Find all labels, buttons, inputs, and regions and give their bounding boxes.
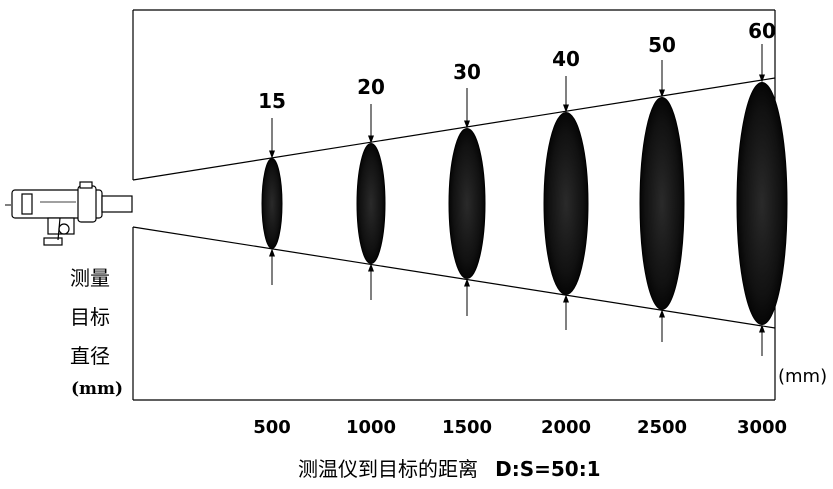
spot-1000: 20 1000	[346, 75, 396, 438]
bottom-arrow-head	[368, 263, 374, 272]
y-label-line-4: (mm)	[71, 379, 123, 399]
spot-500: 15 500	[253, 89, 291, 438]
top-arrow-head	[759, 74, 765, 83]
diameter-label: 60	[748, 19, 776, 43]
cone-frame	[132, 9, 776, 401]
diameter-label: 20	[357, 75, 385, 99]
target-diameter-label: 测量 目标 直径 (mm)	[70, 266, 123, 399]
distance-tick-label: 1500	[442, 417, 492, 438]
spot-2500: 50 2500	[637, 33, 687, 438]
caption: 测温仪到目标的距离 D:S=50:1	[298, 457, 601, 481]
diameter-label: 15	[258, 89, 286, 113]
spot-3000: 60 3000	[736, 19, 788, 438]
diameter-label: 40	[552, 47, 580, 71]
bottom-arrow-head	[659, 309, 665, 318]
distance-tick-label: 2000	[541, 417, 591, 438]
bottom-arrow-head	[464, 278, 470, 287]
thermometer-device-icon	[5, 181, 133, 246]
top-arrow-head	[563, 104, 569, 113]
spot-2000: 40 2000	[541, 47, 591, 438]
bottom-arrow-head	[759, 324, 765, 333]
diameter-label: 30	[453, 60, 481, 84]
spot-ellipse	[736, 82, 788, 325]
top-arrow-head	[659, 89, 665, 98]
top-arrow-head	[269, 150, 275, 159]
distance-tick-label: 2500	[637, 417, 687, 438]
y-label-line-1: 测量	[70, 266, 110, 290]
distance-unit-label: (mm)	[778, 366, 827, 387]
cone-lower-edge	[132, 226, 776, 329]
top-arrow-head	[368, 135, 374, 144]
y-label-line-3: 直径	[70, 344, 110, 368]
bottom-arrow-head	[269, 248, 275, 257]
spots-layer: 15 500 20 1000 30 1500 40 2000 50 2500 60 3000	[253, 19, 788, 438]
spot-ellipse	[448, 128, 486, 279]
spot-ellipse	[261, 158, 283, 249]
distance-tick-label: 500	[253, 417, 291, 438]
spot-ellipse	[356, 143, 386, 264]
y-label-line-2: 目标	[70, 305, 110, 329]
bottom-arrow-head	[563, 294, 569, 303]
distance-tick-label: 1000	[346, 417, 396, 438]
caption-chinese: 测温仪到目标的距离	[298, 457, 478, 481]
spot-1500: 30 1500	[442, 60, 492, 438]
spot-ellipse	[543, 112, 589, 295]
cone-upper-edge	[132, 77, 776, 181]
caption-ratio: D:S=50:1	[495, 457, 601, 481]
top-arrow-head	[464, 120, 470, 129]
spot-ellipse	[639, 97, 685, 310]
distance-tick-label: 3000	[737, 417, 787, 438]
diameter-label: 50	[648, 33, 676, 57]
